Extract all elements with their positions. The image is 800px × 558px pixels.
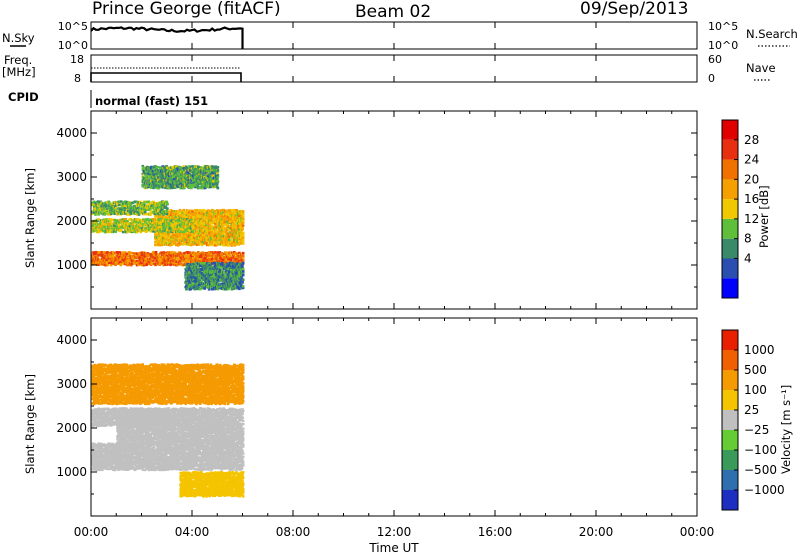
- power-data-cell: [241, 227, 244, 229]
- nsky-label: N.Sky: [2, 31, 35, 45]
- power-data-cell: [242, 255, 245, 257]
- power-data-cell: [228, 239, 231, 241]
- power-data-cell: [166, 203, 169, 205]
- power-data-cell: [155, 251, 158, 253]
- nsky-series-line: [91, 27, 243, 49]
- power-data-cell: [108, 262, 111, 264]
- power-data-cell: [130, 252, 133, 254]
- freq-tick-bottom: 8: [74, 72, 81, 85]
- power-data-cell: [203, 218, 206, 220]
- power-data-cell: [242, 213, 245, 215]
- power-data-cell: [224, 219, 227, 221]
- freq-tick-top: 18: [70, 53, 84, 66]
- power-data-cell: [217, 180, 220, 182]
- power-data-cell: [178, 211, 181, 213]
- power-data-cell: [232, 209, 235, 211]
- nsky-tick-top: 10^5: [58, 20, 88, 33]
- power-data-cell: [216, 183, 219, 185]
- power-data-cell: [242, 215, 245, 217]
- power-data-cell: [242, 259, 245, 261]
- power-data-cell: [242, 252, 245, 254]
- nave-label: Nave: [746, 61, 776, 75]
- power-data-cell: [183, 209, 186, 211]
- power-data-cell: [217, 187, 220, 189]
- nave-tick-bottom: 0: [708, 72, 715, 85]
- nave-tick-top: 60: [708, 53, 722, 66]
- power-data-cell: [166, 213, 169, 215]
- cpid-value: normal (fast) 151: [95, 94, 208, 108]
- power-data-cell: [167, 231, 170, 233]
- power-data-cell: [191, 225, 194, 227]
- power-data-cell: [211, 262, 214, 264]
- power-data-cell: [166, 207, 169, 209]
- power-data-cell: [191, 220, 194, 222]
- power-data-cell: [242, 236, 245, 238]
- power-data-cell: [242, 218, 245, 220]
- power-data-cell: [94, 214, 97, 216]
- freq-series-line: [91, 73, 241, 82]
- freq-unit-label: [MHz]: [2, 65, 36, 79]
- nsearch-label: N.Search: [746, 27, 798, 41]
- power-data-cell: [242, 225, 245, 227]
- date-title: 09/Sep/2013: [580, 0, 688, 19]
- power-data-cell: [191, 165, 194, 167]
- nsearch-tick-bottom: 10^0: [708, 39, 738, 52]
- power-data-cell: [242, 210, 245, 212]
- power-data-cell: [217, 174, 220, 176]
- power-data-cell: [242, 242, 245, 244]
- station-title: Prince George (fitACF): [92, 0, 281, 19]
- power-data-cell: [242, 220, 245, 222]
- power-data-cell: [166, 210, 169, 212]
- power-data-cell: [217, 166, 220, 168]
- power-data-cell: [236, 252, 239, 254]
- cpid-label: CPID: [8, 90, 39, 104]
- power-data-cell: [242, 239, 245, 241]
- power-data-cell: [217, 169, 220, 171]
- nsearch-tick-top: 10^5: [708, 20, 738, 33]
- power-data-cell: [242, 232, 245, 234]
- power-data-cell: [191, 231, 194, 233]
- power-data-cell: [179, 223, 182, 225]
- power-data-cell: [97, 218, 100, 220]
- beam-title: Beam 02: [355, 2, 431, 22]
- nsky-tick-bottom: 10^0: [58, 39, 88, 52]
- power-data-cell: [157, 166, 160, 168]
